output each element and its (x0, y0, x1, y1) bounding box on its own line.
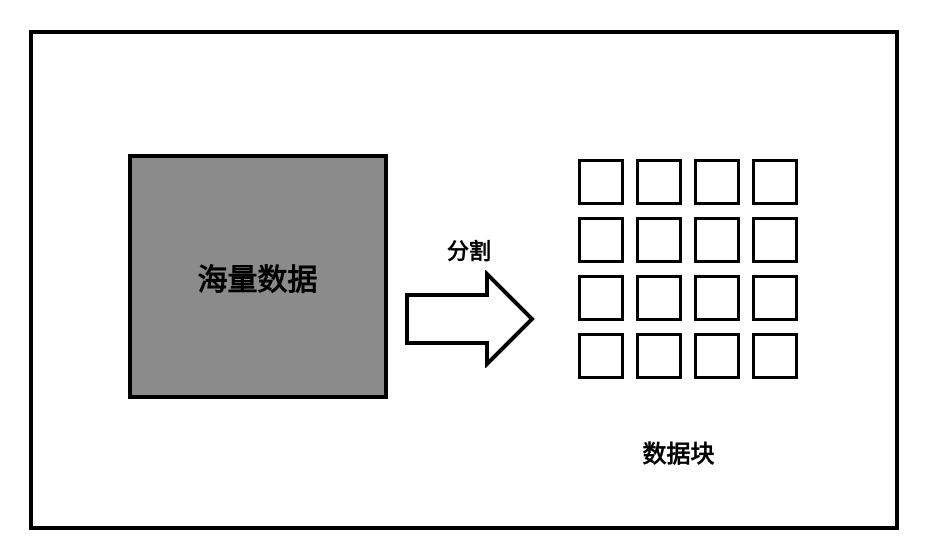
data-block-cell (636, 333, 682, 379)
massive-data-label: 海量数据 (198, 255, 318, 299)
data-block-cell (752, 275, 798, 321)
data-block-cell (694, 159, 740, 205)
data-block-cell (752, 159, 798, 205)
arrow-icon (403, 270, 536, 368)
data-block-cell (694, 333, 740, 379)
data-block-cell (636, 159, 682, 205)
data-blocks-grid (578, 159, 798, 379)
split-arrow: 分割 (403, 234, 536, 368)
data-block-cell (578, 159, 624, 205)
data-block-cell (752, 333, 798, 379)
data-block-cell (636, 217, 682, 263)
data-block-cell (578, 333, 624, 379)
data-block-cell (694, 275, 740, 321)
data-blocks-caption-text: 数据块 (643, 441, 715, 468)
data-block-cell (752, 217, 798, 263)
diagram-frame: 海量数据 分割 数据块 (29, 30, 899, 530)
data-block-cell (578, 275, 624, 321)
data-block-cell (578, 217, 624, 263)
split-arrow-label: 分割 (447, 234, 491, 266)
massive-data-block: 海量数据 (128, 154, 388, 399)
data-blocks-caption: 数据块 (643, 434, 715, 469)
data-block-cell (636, 275, 682, 321)
data-block-cell (694, 217, 740, 263)
